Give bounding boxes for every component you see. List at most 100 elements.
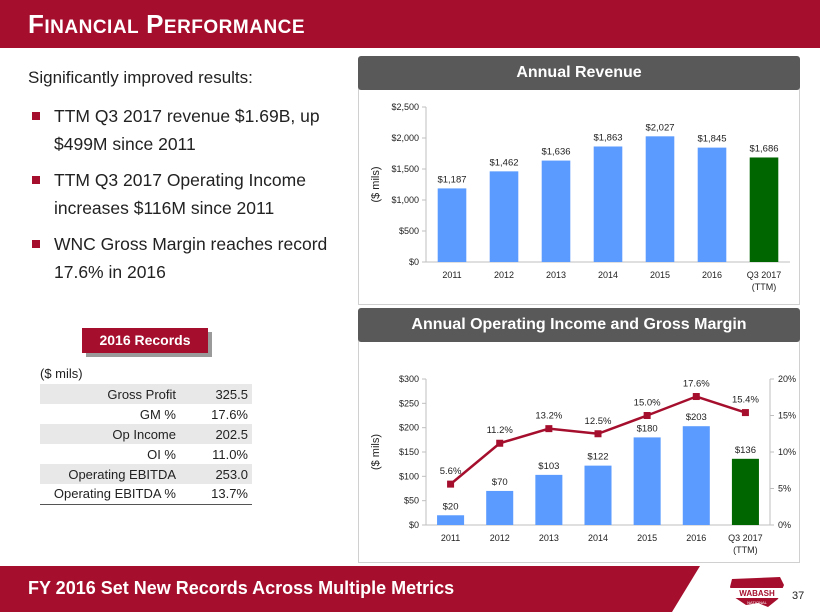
x-tick-label: 2014: [598, 270, 618, 280]
x-tick-label: Q3 2017: [747, 270, 782, 280]
y-tick-label: $300: [399, 374, 419, 384]
x-tick-label: 2012: [494, 270, 514, 280]
line-data-label: 12.5%: [585, 416, 612, 427]
table-row: Gross Profit 325.5: [40, 384, 252, 404]
x-tick-label: 2015: [650, 270, 670, 280]
svg-text:NATIONAL: NATIONAL: [747, 600, 767, 605]
y-tick-label: $0: [409, 520, 419, 530]
bar: [489, 171, 519, 262]
bar: [645, 136, 675, 262]
bar: [593, 146, 623, 262]
line-point: [643, 412, 651, 419]
bar-data-label: $203: [686, 412, 707, 423]
y-tick-label: $250: [399, 398, 419, 408]
y-tick-label: $0: [409, 257, 419, 267]
title-bar: [0, 0, 820, 48]
y-tick-label: $1,500: [391, 164, 419, 174]
bar-data-label: $1,636: [541, 147, 570, 158]
x-tick-label: 2016: [686, 533, 706, 543]
table-row: OI % 11.0%: [147, 446, 248, 462]
y-tick-label: $200: [399, 423, 419, 433]
bar-data-label: $70: [492, 477, 508, 488]
records-unit: ($ mils): [40, 366, 83, 381]
table-row: Operating EBITDA 253.0: [40, 464, 252, 484]
y-tick-label: $50: [404, 496, 419, 506]
y2-tick-label: 20%: [778, 374, 796, 384]
y2-tick-label: 15%: [778, 411, 796, 421]
y-axis-label: ($ mils): [370, 434, 382, 470]
x-tick-label: 2012: [490, 533, 510, 543]
bar-data-label: $103: [538, 461, 559, 472]
line-point: [447, 480, 455, 488]
records-tab: 2016 Records: [82, 328, 208, 353]
x-tick-label: Q3 2017: [728, 533, 763, 543]
line-point: [545, 425, 553, 433]
table-row: Op Income 202.5: [40, 424, 252, 444]
bar-data-label: $180: [637, 423, 658, 434]
bullet-item: WNC Gross Margin reaches record 17.6% in…: [28, 230, 348, 286]
bar-data-label: $20: [443, 501, 459, 512]
y-tick-label: $500: [399, 226, 419, 236]
line-data-label: 5.6%: [440, 466, 462, 477]
line-data-label: 15.4%: [732, 395, 759, 406]
y-tick-label: $2,500: [391, 102, 419, 112]
x-tick-label: 2013: [539, 533, 559, 543]
x-tick-label: (TTM): [752, 282, 777, 292]
bar: [697, 147, 727, 262]
op-income-chart-title: Annual Operating Income and Gross Margin: [358, 308, 800, 342]
bar: [749, 157, 779, 262]
line-point: [496, 439, 504, 447]
y-axis-label: ($ mils): [370, 166, 382, 202]
bullet-list: TTM Q3 2017 revenue $1.69B, up $499M sin…: [28, 102, 348, 294]
bar-data-label: $136: [735, 445, 756, 456]
line-data-label: 15.0%: [634, 398, 661, 409]
x-tick-label: 2015: [637, 533, 657, 543]
intro-text: Significantly improved results:: [28, 68, 253, 87]
wabash-logo: WABASH NATIONAL: [730, 577, 784, 607]
bullet-square-icon: [32, 240, 40, 248]
line-data-label: 11.2%: [487, 425, 514, 436]
bullet-square-icon: [32, 112, 40, 120]
bar: [633, 437, 661, 525]
line-point: [741, 409, 749, 417]
records-table: Gross Profit 325.5 GM % 17.6% Op Income 202…: [40, 384, 252, 505]
bar-data-label: $1,187: [437, 174, 466, 185]
bullet-square-icon: [32, 176, 40, 184]
bullet-item: TTM Q3 2017 Operating Income increases $…: [28, 166, 348, 222]
x-tick-label: (TTM): [733, 545, 758, 555]
y-tick-label: $100: [399, 471, 419, 481]
revenue-chart-title: Annual Revenue: [358, 56, 800, 90]
table-row: Operating EBITDA % 13.7%: [53, 486, 248, 502]
bar: [541, 160, 571, 262]
page-number: 37: [792, 590, 805, 602]
bar: [682, 426, 710, 525]
x-tick-label: 2014: [588, 533, 608, 543]
x-tick-label: 2011: [441, 533, 460, 543]
svg-text:WABASH: WABASH: [739, 589, 775, 598]
line-data-label: 13.2%: [535, 411, 562, 422]
footer-text: FY 2016 Set New Records Across Multiple …: [28, 578, 455, 598]
bar: [731, 458, 759, 525]
bar-data-label: $1,686: [749, 143, 778, 154]
op-income-chart: $0 $50 $100 $150 $200 $250 $300 ($ mils) $20 2011…: [370, 374, 796, 555]
x-tick-label: 2013: [546, 270, 566, 280]
line-data-label: 17.6%: [683, 379, 710, 390]
y2-tick-label: 10%: [778, 447, 796, 457]
footer-bar: [0, 566, 700, 612]
table-row: GM % 17.6%: [139, 406, 248, 422]
y-tick-label: $2,000: [391, 133, 419, 143]
bar-data-label: $1,863: [593, 132, 622, 143]
y-tick-label: $150: [399, 447, 419, 457]
bar-data-label: $122: [587, 452, 608, 463]
y2-tick-label: 0%: [778, 520, 791, 530]
bar-data-label: $1,462: [489, 157, 518, 168]
line-point: [692, 393, 700, 401]
bar: [584, 465, 612, 525]
revenue-chart: $0 $500 $1,000 $1,500 $2,000 $2,500 ($ mils) $1…: [370, 102, 790, 292]
y-tick-label: $1,000: [391, 195, 419, 205]
bar-data-label: $2,027: [645, 122, 674, 133]
bar-data-label: $1,845: [697, 134, 726, 145]
line-point: [594, 430, 602, 438]
y2-tick-label: 5%: [778, 484, 791, 494]
x-tick-label: 2016: [702, 270, 722, 280]
